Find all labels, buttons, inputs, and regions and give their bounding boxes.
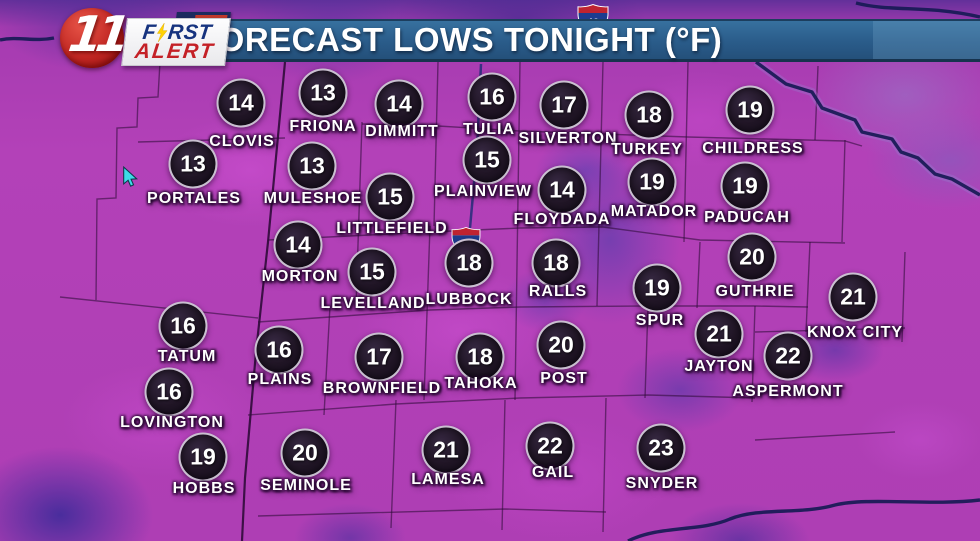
- temp-circle: 19: [720, 161, 770, 211]
- temp-circle: 14: [537, 165, 587, 215]
- city-label: GAIL: [531, 464, 575, 481]
- temp-circle: 20: [280, 428, 330, 478]
- city-label: TAHOKA: [444, 375, 518, 392]
- temp-circle: 14: [374, 79, 424, 129]
- city-label: PLAINVIEW: [434, 183, 532, 200]
- temp-circle: 19: [178, 432, 228, 482]
- temp-circle: 18: [444, 238, 494, 288]
- temp-circle: 19: [725, 85, 775, 135]
- temp-circle: 21: [828, 272, 878, 322]
- city-label: LUBBOCK: [425, 291, 513, 308]
- temp-circle: 20: [536, 320, 586, 370]
- city-label: JAYTON: [684, 358, 754, 375]
- city-label: LOVINGTON: [120, 414, 224, 431]
- channel-11-circle: [60, 8, 124, 68]
- city-label: POST: [540, 370, 588, 387]
- river-bottom-line: [627, 498, 980, 541]
- temp-circle: 18: [531, 238, 581, 288]
- temp-circle: 13: [298, 68, 348, 118]
- temp-circle: 16: [467, 72, 517, 122]
- city-label: MATADOR: [610, 203, 698, 220]
- temp-circle: 15: [347, 247, 397, 297]
- city-label: SEMINOLE: [260, 477, 352, 494]
- city-label: SNYDER: [625, 475, 699, 492]
- first-alert-box: F RST ALERT: [121, 18, 231, 66]
- temp-circle: 22: [763, 331, 813, 381]
- temp-circle: 21: [421, 425, 471, 475]
- city-label: PLAINS: [247, 371, 313, 388]
- temp-circle: 19: [632, 263, 682, 313]
- alert-label: ALERT: [133, 39, 217, 63]
- city-label: FLOYDADA: [513, 211, 611, 228]
- temp-circle: 22: [525, 421, 575, 471]
- station-logo: 11 F RST ALERT: [26, 2, 231, 68]
- temp-circle: 14: [273, 220, 323, 270]
- temp-circle: 18: [624, 90, 674, 140]
- temp-circle: 16: [158, 301, 208, 351]
- city-label: FRIONA: [289, 118, 357, 135]
- city-label: TATUM: [157, 348, 217, 365]
- page-title: FORECAST LOWS TONIGHT (°F): [198, 21, 723, 58]
- city-label: PADUCAH: [704, 209, 790, 226]
- temp-circle: 13: [168, 139, 218, 189]
- temp-circle: 21: [694, 309, 744, 359]
- temp-circle: 17: [354, 332, 404, 382]
- temp-circle: 14: [216, 78, 266, 128]
- city-label: LAMESA: [411, 471, 485, 488]
- red-river-line: [754, 60, 980, 197]
- channel-number: 11: [65, 6, 128, 63]
- title-banner: FORECAST LOWS TONIGHT (°F): [183, 19, 980, 62]
- temp-circle: 20: [727, 232, 777, 282]
- temp-circle: 19: [627, 157, 677, 207]
- city-label: LEVELLAND: [320, 295, 426, 312]
- city-label: MULESHOE: [263, 190, 363, 207]
- temp-circle: 13: [287, 141, 337, 191]
- city-label: TULIA: [462, 121, 516, 138]
- lightning-bolt-icon: [156, 22, 168, 42]
- city-label: BROWNFIELD: [322, 380, 442, 397]
- first-label: F RST: [141, 21, 213, 44]
- temp-circle: 15: [462, 135, 512, 185]
- city-label: CLOVIS: [209, 133, 275, 150]
- temp-circle: 16: [144, 367, 194, 417]
- temp-circle: 15: [365, 172, 415, 222]
- city-label: HOBBS: [172, 480, 236, 497]
- city-label: SPUR: [635, 312, 685, 329]
- city-label: KNOX CITY: [806, 324, 904, 341]
- city-label: TURKEY: [611, 141, 683, 158]
- city-label: RALLS: [528, 283, 588, 300]
- city-label: DIMMITT: [365, 123, 439, 140]
- city-label: GUTHRIE: [715, 283, 795, 300]
- city-label: PORTALES: [147, 190, 241, 207]
- city-label: LITTLEFIELD: [336, 220, 448, 237]
- temp-circle: 18: [455, 332, 505, 382]
- city-label: ASPERMONT: [732, 383, 844, 400]
- temp-circle: 17: [539, 80, 589, 130]
- city-label: SILVERTON: [518, 130, 618, 147]
- mouse-cursor: [122, 165, 138, 192]
- city-label: MORTON: [261, 268, 339, 285]
- city-label: CHILDRESS: [702, 140, 804, 157]
- temp-circle: 16: [254, 325, 304, 375]
- temp-circle: 23: [636, 423, 686, 473]
